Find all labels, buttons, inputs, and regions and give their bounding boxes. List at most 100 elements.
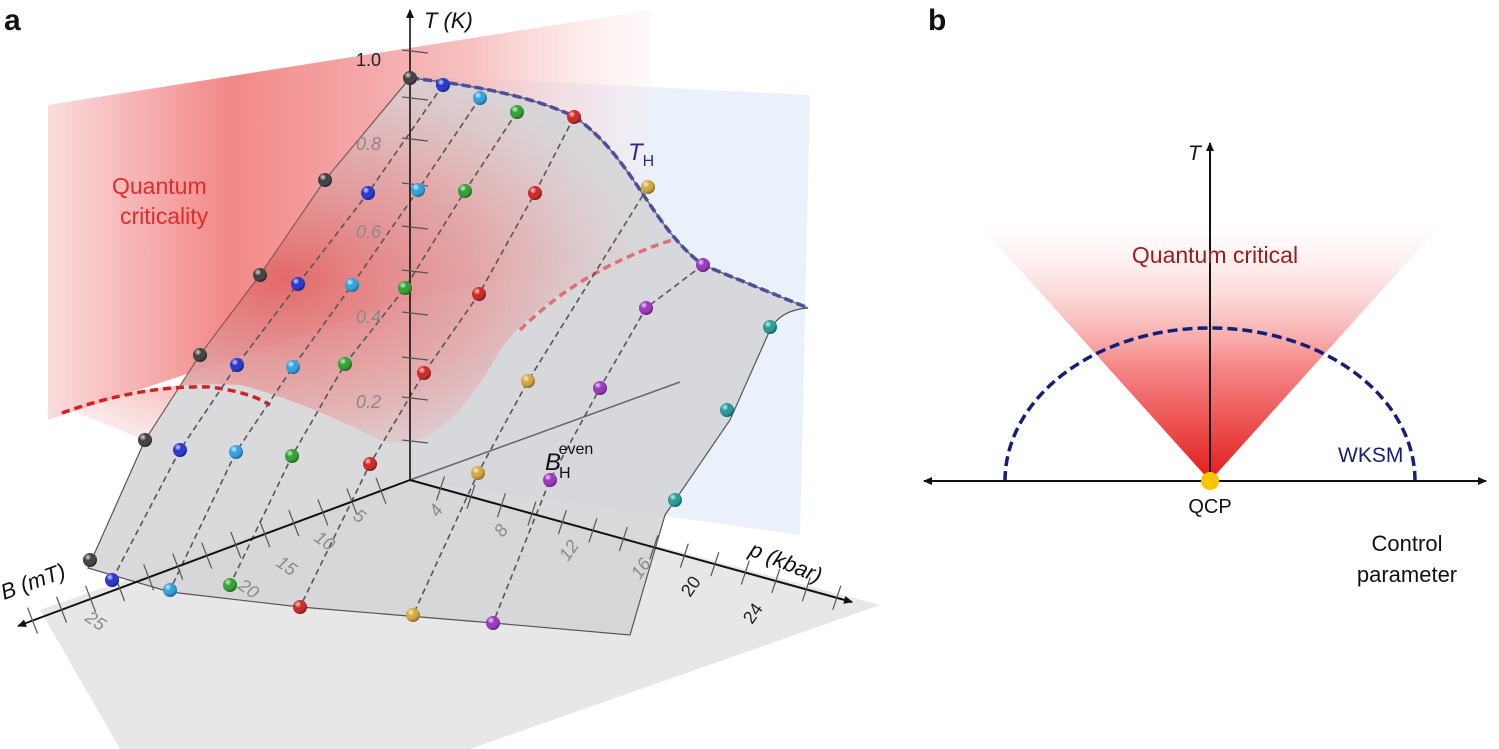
data-point [253,268,267,282]
qcp-point [1201,472,1219,490]
panel-a: a T (K) 1.0 0.8 0.6 0.4 0.2 5 10 15 20 2… [0,4,880,749]
axis-tick [401,269,429,274]
guide-line [412,186,649,616]
axis-tick [618,526,628,552]
th-label: TH [628,139,654,170]
axis-tick [649,535,659,560]
data-point [173,443,187,457]
control-parameter-label-line2: parameter [1357,562,1457,587]
t-tick-1.0: 1.0 [356,50,381,70]
t-axis-label: T (K) [424,8,473,33]
quantum-criticality-region [70,78,680,444]
t-tick-0.4: 0.4 [356,307,381,327]
data-point [398,281,412,295]
panel-b: b T Quantum critical WKSM QCP Control pa… [923,4,1487,587]
quantum-criticality-label-line2: criticality [120,203,209,229]
b-axis [17,479,411,627]
axis-tick [401,225,429,230]
axis-tick [801,577,811,602]
axis-ticks [26,49,842,634]
quantum-critical-label: Quantum critical [1132,242,1298,268]
axis-tick [401,356,429,361]
axis-tick [172,553,184,580]
axis-tick [740,560,750,585]
panel-label-b: b [928,4,946,37]
axis-tick [832,585,842,610]
guide-line [111,84,444,581]
data-point [163,583,177,597]
data-points [83,71,777,630]
wksm-dome [1003,326,1417,482]
data-point [318,173,332,187]
data-point [230,358,244,372]
data-point [138,433,152,447]
axis-tick [259,520,271,548]
data-point [361,186,375,200]
bh-even-label: BHeven [545,441,593,482]
axis-tick [401,137,429,142]
t-tick-0.6: 0.6 [356,222,382,242]
data-point [510,105,524,119]
axis-tick [230,531,242,559]
data-point [471,466,485,480]
data-point [593,381,607,395]
data-point [720,403,734,417]
guide-line [299,116,575,608]
data-point [285,449,299,463]
axis-tick [288,510,300,537]
data-point [83,553,97,567]
axis-tick [710,551,720,577]
quantum-criticality-label-line1: Quantum [112,173,207,199]
qc-boundary-right [518,238,673,332]
axis-tick [201,542,213,569]
t-tick-0.2: 0.2 [356,392,381,412]
data-point [338,357,352,371]
guide-line [229,111,518,586]
axis-tick [401,49,429,54]
data-point [363,457,377,471]
wksm-label: WKSM [1338,444,1403,467]
axis-tick [435,476,446,501]
data-point [458,184,472,198]
data-point [286,360,300,374]
axis-tick [466,484,476,510]
data-point [763,320,777,334]
data-point [521,374,535,388]
p-axis [409,479,853,604]
data-point [223,578,237,592]
data-point [345,278,359,292]
data-point [193,348,207,362]
control-parameter-label-line1: Control [1372,531,1443,556]
data-point [472,287,486,301]
data-point [639,301,653,315]
data-point [543,473,557,487]
guide-line [169,97,481,591]
qc-boundary-left [61,385,271,415]
back-axis [409,381,681,481]
data-point [567,110,581,124]
t-tick-0.8: 0.8 [356,134,381,154]
data-point [641,180,655,194]
data-point [696,258,710,272]
axis-tick [588,518,598,543]
data-point [229,445,243,459]
data-point [473,91,487,105]
axis-tick [679,543,689,568]
axis-tick [401,396,429,401]
axis-tick [771,568,781,594]
axis-tick [401,311,429,316]
data-point [293,600,307,614]
axis-tick [143,564,155,591]
axis-tick [401,439,429,444]
axis-tick [85,585,97,613]
axis-tick [346,488,358,515]
data-point [291,277,305,291]
data-point [406,608,420,622]
data-point [486,616,500,630]
axis-tick [26,607,39,634]
data-point [105,573,119,587]
data-point [417,366,431,380]
axis-tick [401,96,429,101]
